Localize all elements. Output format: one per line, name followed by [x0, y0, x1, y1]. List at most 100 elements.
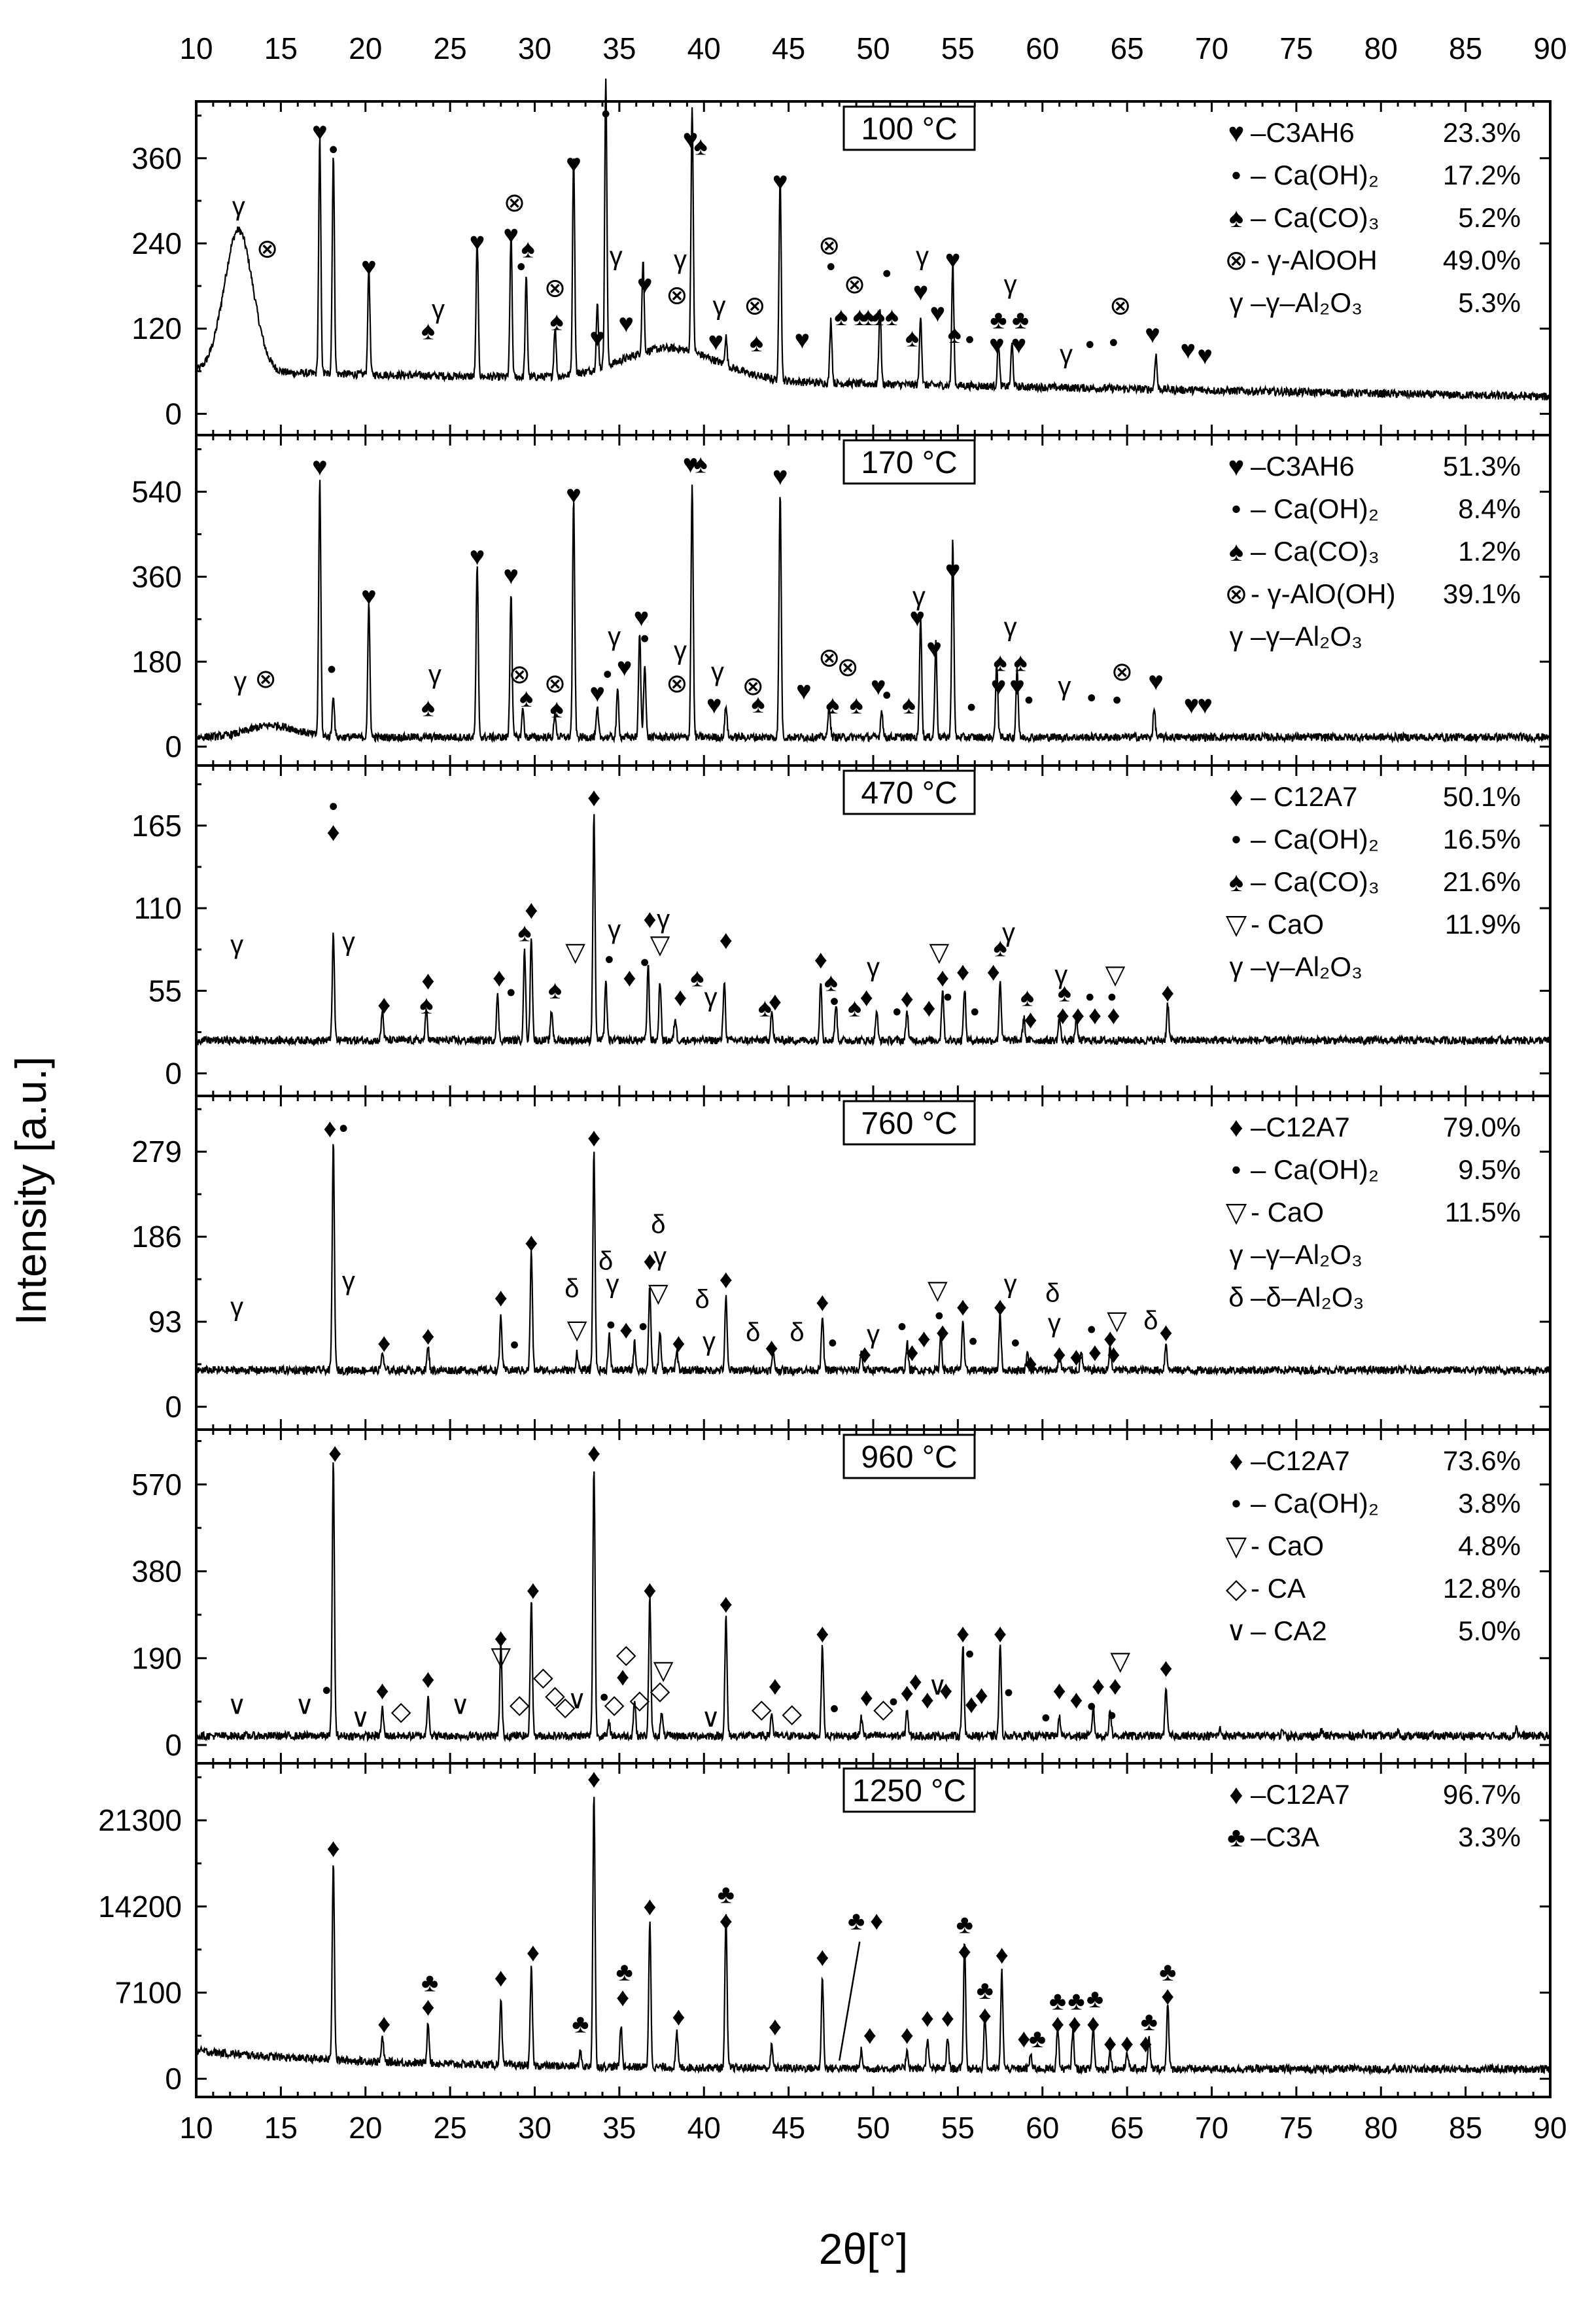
phase-marker: •: [882, 681, 892, 710]
phase-marker: γ: [1054, 960, 1067, 989]
top-x-tick-label: 55: [941, 31, 975, 65]
phase-marker: ∨: [295, 1691, 314, 1720]
temperature-box: [842, 105, 976, 151]
phase-marker: ▽: [928, 1276, 948, 1305]
phase-marker: γ: [713, 292, 726, 321]
phase-marker: ♥: [618, 309, 634, 338]
legend-label: –δ–Al₂O₃: [1251, 1282, 1364, 1312]
phase-marker: ♦: [328, 1439, 341, 1468]
phase-marker: γ: [432, 295, 445, 324]
phase-marker: ⊗: [254, 665, 277, 694]
phase-marker: •: [517, 253, 526, 281]
phase-marker: •: [604, 945, 614, 974]
phase-marker: ♦: [1052, 1676, 1066, 1705]
phase-marker: ♦: [994, 1619, 1007, 1648]
legend-percentage: 23.3%: [1443, 117, 1521, 148]
phase-marker: ♥: [772, 167, 788, 196]
phase-marker: ♦: [956, 957, 969, 986]
phase-marker: ♥: [926, 634, 942, 663]
phase-marker: ⊗: [666, 669, 688, 698]
phase-marker: •: [935, 1301, 944, 1330]
phase-marker: •: [1113, 686, 1122, 714]
y-tick-label: 110: [134, 891, 182, 925]
phase-marker: •: [1085, 330, 1094, 359]
phase-marker: ♥: [566, 481, 581, 510]
y-tick-label: 190: [131, 1641, 182, 1675]
phase-marker: γ: [703, 1327, 716, 1356]
phase-marker: ♦: [1107, 1340, 1120, 1369]
phase-marker: γ: [867, 953, 880, 981]
phase-marker: γ: [610, 242, 623, 271]
legend-label: – C12A7: [1251, 781, 1357, 812]
phase-marker: ♦: [720, 1907, 733, 1935]
phase-marker: ♦: [958, 1937, 971, 1965]
phase-marker: •: [828, 1329, 837, 1358]
legend-percentage: 3.3%: [1458, 1822, 1521, 1852]
phase-marker: •: [1085, 983, 1094, 1012]
bottom-x-tick-label: 40: [687, 2111, 721, 2145]
phase-marker: •: [1107, 1702, 1117, 1731]
phase-marker: γ: [867, 1320, 880, 1348]
phase-marker: ♥: [929, 298, 945, 327]
phase-marker: ◇: [650, 1676, 670, 1705]
legend-symbol: ♦: [1229, 1112, 1243, 1142]
phase-marker: ◇: [616, 1640, 636, 1668]
y-tick-label: 360: [131, 559, 182, 593]
phase-marker: ♦: [643, 1246, 656, 1275]
xrd-pattern-line: [196, 1462, 1551, 1743]
phase-marker: ⊗: [818, 231, 841, 260]
phase-marker: γ: [230, 930, 243, 959]
legend-label: – Ca(OH)₂: [1251, 160, 1379, 190]
top-x-tick-label: 60: [1026, 31, 1059, 65]
phase-marker: ♥: [794, 326, 810, 355]
phase-marker: ♠: [1020, 983, 1034, 1012]
legend-symbol: •: [1232, 160, 1241, 190]
legend-symbol: ∨: [1226, 1615, 1247, 1646]
phase-marker: ⊗: [544, 273, 566, 302]
phase-marker: ♦: [939, 1676, 952, 1705]
legend-label: – CA2: [1251, 1615, 1327, 1646]
y-tick-label: 279: [131, 1135, 182, 1169]
phase-marker: ⊗: [818, 644, 841, 673]
phase-marker: ♦: [1071, 1001, 1084, 1030]
phase-marker: ♦: [909, 1667, 922, 1696]
phase-marker: •: [1011, 1329, 1020, 1358]
y-tick-label: 240: [131, 226, 182, 260]
xrd-pattern-line: [196, 480, 1551, 744]
legend-symbol: ⊗: [1224, 578, 1247, 609]
phase-marker: ♥: [503, 220, 519, 249]
phase-marker: ♦: [1107, 1001, 1120, 1030]
phase-marker: ♠: [848, 993, 861, 1022]
top-x-tick-label: 65: [1111, 31, 1144, 65]
phase-marker: ♦: [323, 1114, 336, 1143]
x-axis-title: 2θ[°]: [819, 2225, 908, 2273]
phase-marker: ♦: [619, 1315, 633, 1344]
temperature-label: 100 °C: [861, 112, 957, 147]
legend-percentage: 79.0%: [1443, 1112, 1521, 1142]
xrd-pattern-line: [196, 814, 1551, 1048]
phase-marker: ◇: [391, 1697, 411, 1726]
phase-marker: ⊗: [744, 292, 766, 321]
bottom-x-axis: 10 15 20 25 30 35 40 45 50 55 60 65 70 75 80 85 90: [179, 2111, 1567, 2145]
phase-marker: ♦: [901, 1679, 914, 1708]
phase-marker: ♥: [503, 561, 519, 590]
phase-marker: ♠: [824, 968, 838, 996]
phase-marker: ♦: [1103, 1324, 1117, 1353]
phase-marker: ♦: [814, 945, 827, 974]
phase-marker: ♦: [326, 818, 339, 847]
phase-marker: ▽: [653, 1656, 674, 1685]
phase-marker: ♣: [421, 1969, 438, 1998]
y-tick-label: 0: [165, 730, 182, 764]
phase-marker: ♦: [941, 2003, 954, 2032]
temperature-box: [842, 1100, 976, 1146]
phase-marker: ▽: [648, 1278, 668, 1307]
legend-percentage: 1.2%: [1458, 536, 1521, 567]
phase-marker: ♦: [769, 1672, 782, 1700]
bottom-x-tick-label: 90: [1533, 2111, 1567, 2145]
bottom-x-tick-label: 65: [1111, 2111, 1144, 2145]
phase-marker: •: [829, 987, 839, 1016]
phase-marker: ♣: [1086, 1984, 1103, 2013]
phase-marker: γ: [711, 658, 724, 686]
phase-marker: ♦: [1161, 978, 1174, 1007]
